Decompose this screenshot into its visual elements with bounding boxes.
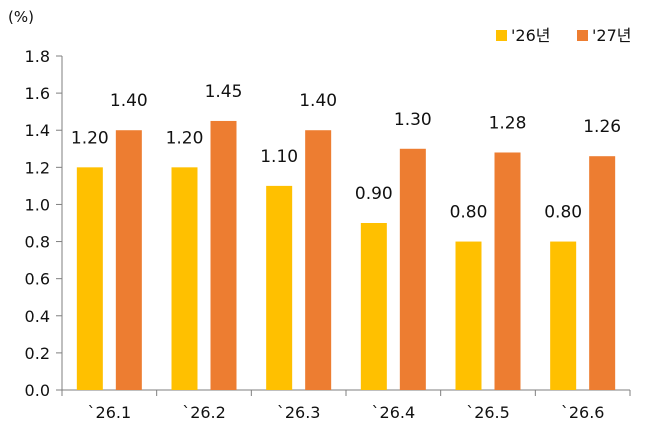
data-label: 0.90: [355, 184, 393, 204]
data-labels: 1.201.401.201.451.101.400.901.300.801.28…: [71, 82, 621, 223]
y-tick-label: 0.2: [25, 344, 50, 363]
bar: [115, 130, 142, 390]
bar: [360, 223, 387, 390]
data-label: 1.40: [299, 91, 337, 111]
x-tick-label: `26.6: [561, 403, 605, 422]
y-tick-label: 0.6: [25, 270, 50, 289]
data-label: 1.20: [166, 128, 204, 148]
bar: [76, 167, 103, 390]
y-tick-label: 0.8: [25, 233, 50, 252]
legend-swatch: [577, 30, 588, 41]
data-label: 1.10: [260, 147, 298, 167]
y-tick-label: 0.0: [25, 381, 50, 400]
legend-label: '27년: [592, 26, 631, 45]
y-unit-label: (%): [8, 8, 34, 26]
data-label: 0.80: [450, 203, 488, 223]
y-tick-label: 1.0: [25, 195, 50, 214]
y-tick-label: 1.2: [25, 158, 50, 177]
x-tick-label: `26.5: [466, 403, 510, 422]
y-tick-label: 0.4: [25, 307, 50, 326]
data-label: 1.20: [71, 128, 109, 148]
bar: [455, 241, 482, 390]
legend-label: '26년: [511, 26, 550, 45]
y-tick-label: 1.8: [25, 47, 50, 66]
axes: 0.0 0.2 0.4 0.6 0.8 1.0 1.2 1.4 1.6 1.8 `26.1 `26.2…: [25, 47, 631, 422]
y-tick-label: 1.4: [25, 121, 50, 140]
data-label: 0.80: [544, 203, 582, 223]
bar: [399, 148, 426, 390]
x-tick-label: `26.4: [372, 403, 416, 422]
bar: [589, 156, 616, 390]
data-label: 1.45: [205, 82, 243, 102]
bar: [171, 167, 198, 390]
y-tick-label: 1.6: [25, 84, 50, 103]
bar: [494, 152, 521, 390]
data-label: 1.26: [583, 117, 621, 137]
bar: [266, 185, 293, 390]
data-label: 1.30: [394, 110, 432, 130]
x-tick-label: `26.2: [182, 403, 226, 422]
data-label: 1.28: [489, 113, 527, 133]
legend: '26년 '27년: [496, 26, 631, 45]
legend-swatch: [496, 30, 507, 41]
x-tick-label: `26.3: [277, 403, 321, 422]
x-tick-label: `26.1: [88, 403, 132, 422]
bars: [76, 120, 616, 390]
data-label: 1.40: [110, 91, 148, 111]
bar: [550, 241, 577, 390]
bar: [305, 130, 332, 390]
bar: [210, 120, 237, 390]
